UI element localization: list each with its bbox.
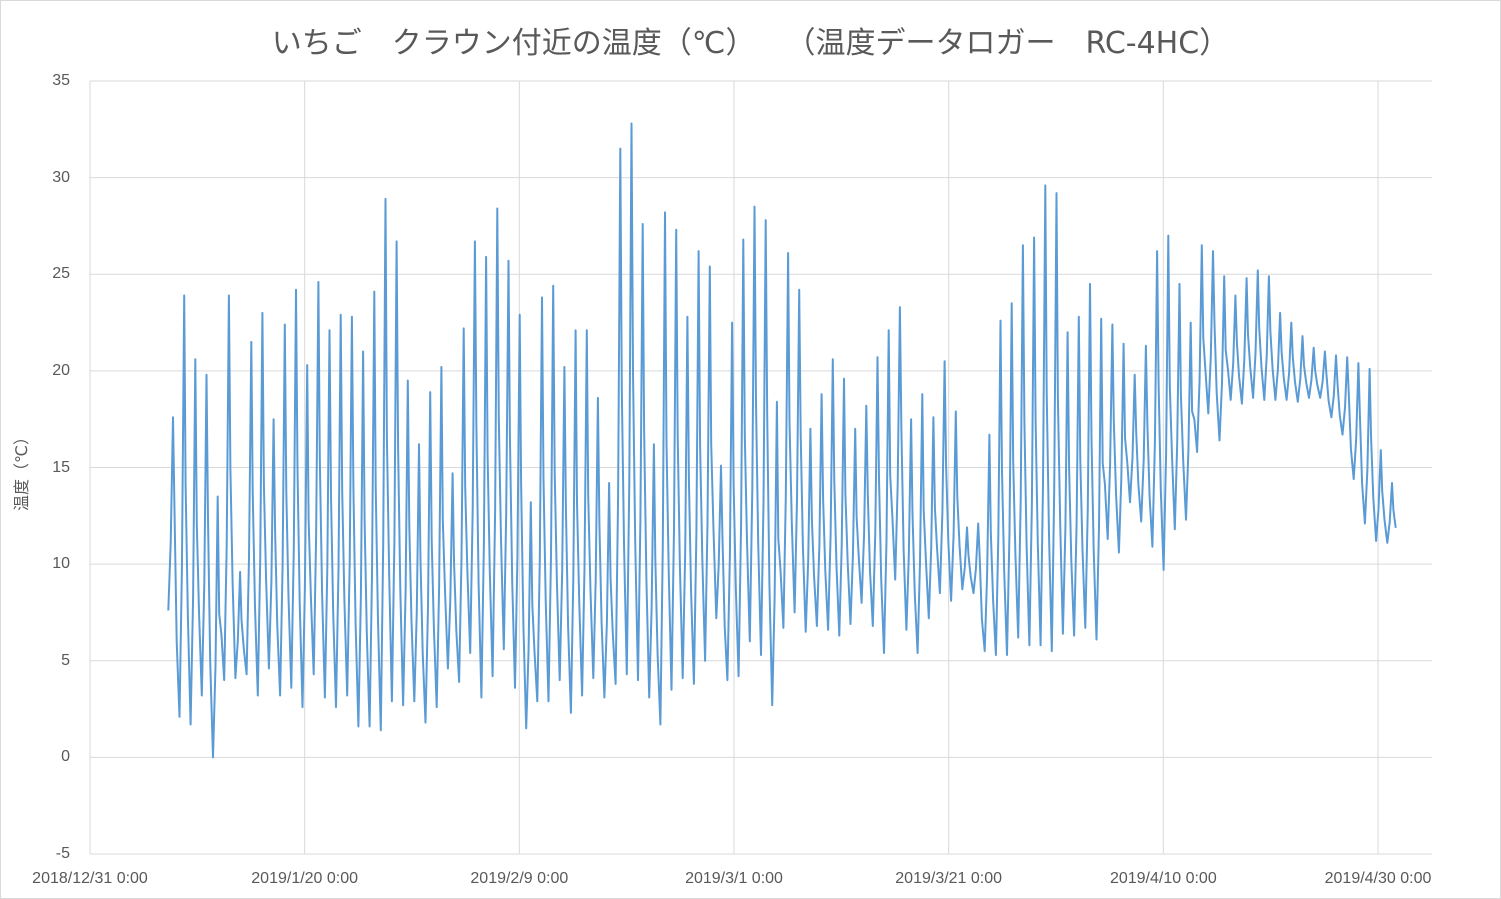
- y-tick-label: 10: [52, 555, 70, 573]
- x-tick-label: 2019/2/9 0:00: [470, 870, 569, 887]
- x-tick-label: 2019/4/10 0:00: [1109, 870, 1217, 887]
- x-tick-label: 2019/3/1 0:00: [685, 870, 783, 887]
- y-tick-label: 35: [52, 72, 70, 89]
- x-tick-label: 2019/4/30 0:00: [1324, 870, 1432, 887]
- x-tick-label: 2019/1/20 0:00: [251, 870, 359, 887]
- y-tick-label: 20: [52, 361, 70, 379]
- y-tick-label: 25: [52, 265, 70, 283]
- y-tick-label: 5: [61, 651, 70, 669]
- chart-title: いちご クラウン付近の温度（℃） （温度データロガー RC-4HC）: [271, 26, 1230, 61]
- series-line-temperature: [167, 122, 1397, 759]
- y-tick-label: -5: [55, 845, 70, 862]
- y-tick-label: 30: [52, 168, 70, 186]
- y-tick-label: 15: [52, 458, 70, 476]
- y-tick-label: 0: [61, 748, 70, 766]
- x-tick-label: 2019/3/21 0:00: [895, 870, 1003, 887]
- x-tick-label: 2018/12/31 0:00: [32, 870, 148, 887]
